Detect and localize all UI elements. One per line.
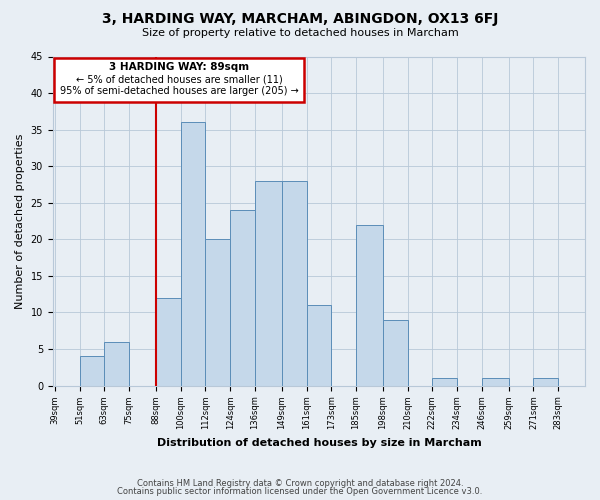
Bar (181, 122, 205, 386)
Bar (383, 320, 407, 386)
Bar (307, 305, 331, 386)
Text: 3 HARDING WAY: 89sqm: 3 HARDING WAY: 89sqm (109, 62, 249, 72)
Text: 3, HARDING WAY, MARCHAM, ABINGDON, OX13 6FJ: 3, HARDING WAY, MARCHAM, ABINGDON, OX13 … (102, 12, 498, 26)
Bar (230, 210, 255, 386)
Text: Contains public sector information licensed under the Open Government Licence v3: Contains public sector information licen… (118, 487, 482, 496)
Bar (255, 181, 282, 386)
Bar (533, 378, 558, 386)
Y-axis label: Number of detached properties: Number of detached properties (15, 134, 25, 308)
FancyBboxPatch shape (54, 58, 304, 102)
Text: ← 5% of detached houses are smaller (11): ← 5% of detached houses are smaller (11) (76, 74, 283, 84)
Bar (156, 298, 181, 386)
X-axis label: Distribution of detached houses by size in Marcham: Distribution of detached houses by size … (157, 438, 481, 448)
Bar (482, 378, 509, 386)
Bar (356, 224, 383, 386)
Bar (80, 356, 104, 386)
Text: Contains HM Land Registry data © Crown copyright and database right 2024.: Contains HM Land Registry data © Crown c… (137, 478, 463, 488)
Text: Size of property relative to detached houses in Marcham: Size of property relative to detached ho… (142, 28, 458, 38)
Bar (205, 240, 230, 386)
Text: 95% of semi-detached houses are larger (205) →: 95% of semi-detached houses are larger (… (60, 86, 299, 96)
Bar (104, 342, 129, 386)
Bar (433, 378, 457, 386)
Bar (282, 181, 307, 386)
